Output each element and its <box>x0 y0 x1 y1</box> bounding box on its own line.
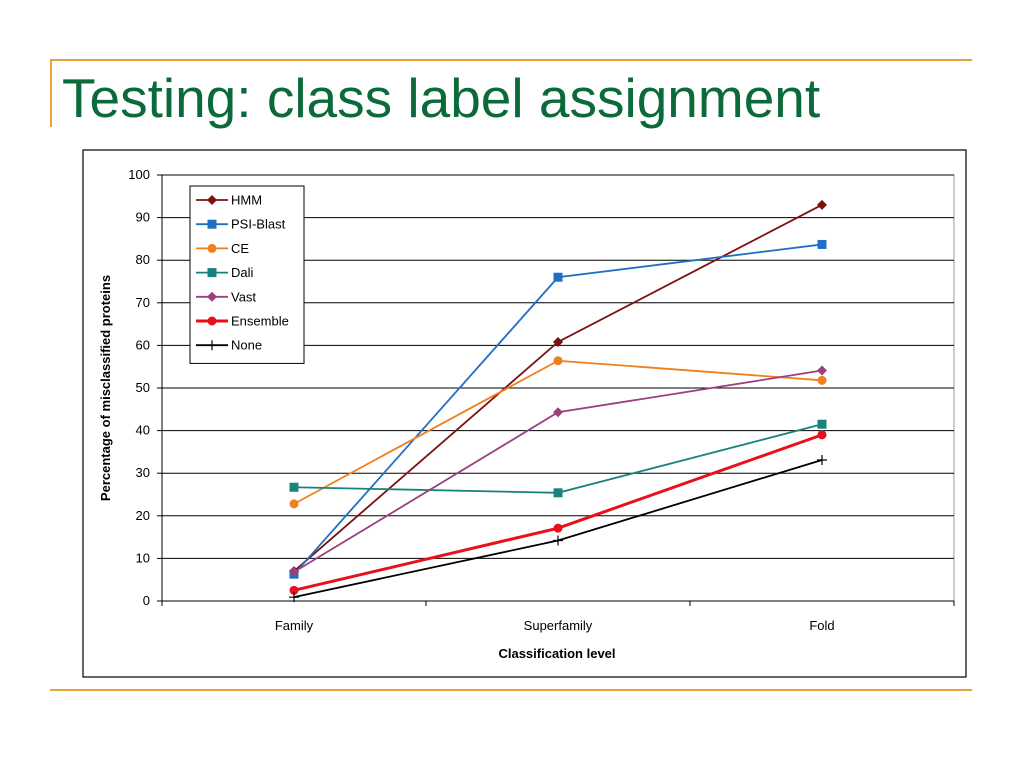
data-point-ce <box>289 499 299 509</box>
bottom-rule <box>50 689 972 691</box>
legend-label: CE <box>231 241 249 256</box>
legend-label: Dali <box>231 265 254 280</box>
legend-label: HMM <box>231 193 262 208</box>
data-point-hmm <box>817 199 827 210</box>
axes: 0 10 20 30 40 50 60 70 80 90 100 Family Superfamily F… <box>128 167 955 633</box>
top-rule <box>50 59 972 61</box>
y-tick-label: 0 <box>143 593 150 608</box>
legend-label: Ensemble <box>231 314 289 329</box>
legend-entry-vast: Vast <box>196 289 256 304</box>
legend: HMM PSI-Blast CE Dali Vast Ensemble None <box>189 185 305 364</box>
data-point-vast <box>817 365 827 376</box>
legend-entry-hmm: HMM <box>196 193 262 208</box>
y-tick-label: 50 <box>136 380 150 395</box>
y-tick-label: 10 <box>136 550 150 565</box>
data-point-hmm <box>553 336 563 347</box>
y-tick-label: 30 <box>136 465 150 480</box>
x-axis-title: Classification level <box>498 646 615 661</box>
legend-swatch-marker <box>207 316 217 326</box>
legend-label: PSI-Blast <box>231 217 286 232</box>
y-tick-label: 70 <box>136 295 150 310</box>
data-point-vast <box>553 407 563 418</box>
data-point-vast <box>289 567 299 578</box>
data-point-none <box>289 592 299 603</box>
y-tick-label: 40 <box>136 423 150 438</box>
x-tick-label: Fold <box>809 618 834 633</box>
legend-label: None <box>231 338 262 353</box>
legend-entry-none: None <box>196 338 262 353</box>
x-tick-label: Superfamily <box>524 618 593 633</box>
series-ce <box>289 356 827 509</box>
legend-entry-dali: Dali <box>196 265 254 280</box>
data-point-psi-blast <box>817 239 827 249</box>
data-point-dali <box>553 488 563 498</box>
legend-entry-psi-blast: PSI-Blast <box>196 217 286 232</box>
x-tick-label: Family <box>275 618 314 633</box>
legend-swatch-marker <box>207 243 217 253</box>
series-dali <box>289 419 827 498</box>
y-tick-label: 90 <box>136 210 150 225</box>
left-rule <box>50 59 52 127</box>
series-vast <box>289 365 827 578</box>
legend-label: Vast <box>231 289 256 304</box>
y-axis-title: Percentage of misclassified proteins <box>98 275 113 501</box>
series-layer <box>289 199 827 603</box>
legend-swatch-marker <box>207 219 217 229</box>
data-point-ce <box>817 375 827 385</box>
y-tick-label: 100 <box>128 167 150 182</box>
legend-entry-ce: CE <box>196 241 249 256</box>
y-tick-label: 60 <box>136 337 150 352</box>
slide-title: Testing: class label assignment <box>62 67 821 129</box>
data-point-ce <box>553 356 563 366</box>
legend-swatch-marker <box>207 291 217 302</box>
series-none <box>289 454 827 603</box>
data-point-ensemble <box>817 430 827 440</box>
legend-swatch-marker <box>207 195 217 205</box>
data-point-dali <box>817 419 827 429</box>
data-point-dali <box>289 482 299 492</box>
legend-swatch-marker <box>207 268 217 278</box>
legend-swatch-marker <box>207 340 217 351</box>
series-ensemble <box>289 430 827 595</box>
data-point-psi-blast <box>553 272 563 282</box>
data-point-ensemble <box>289 585 299 595</box>
y-tick-label: 20 <box>136 508 150 523</box>
data-point-ensemble <box>553 523 563 533</box>
y-tick-label: 80 <box>136 252 150 267</box>
data-point-none <box>817 454 827 465</box>
legend-entry-ensemble: Ensemble <box>196 314 289 329</box>
data-point-none <box>553 535 563 546</box>
